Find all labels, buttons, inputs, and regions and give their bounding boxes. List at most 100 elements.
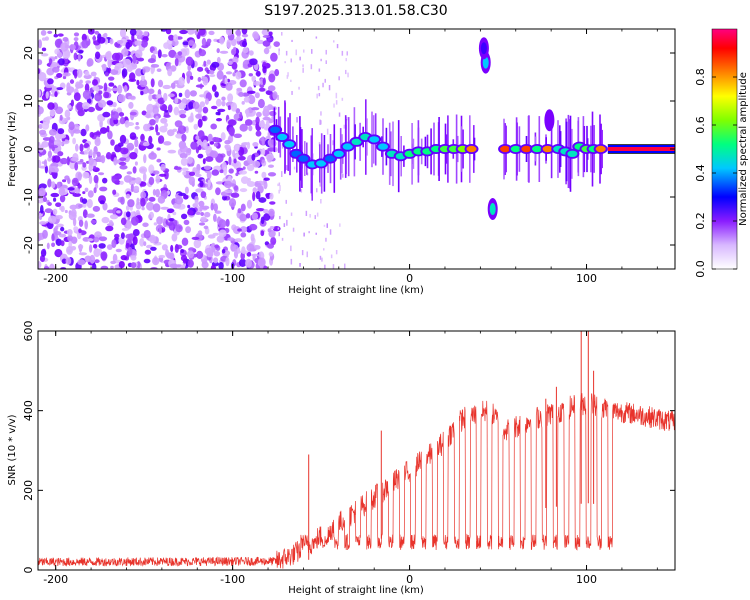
noise-blob [60, 205, 65, 213]
noise-blob [39, 221, 47, 225]
noise-streak [319, 182, 321, 187]
noise-blob [238, 258, 247, 267]
noise-blob [179, 144, 188, 153]
noise-blob [160, 163, 166, 171]
noise-blob [255, 208, 265, 212]
noise-blob [216, 118, 222, 122]
noise-blob [195, 113, 203, 119]
noise-blob [219, 50, 229, 54]
noise-blob [139, 181, 147, 187]
y-tick-label: 600 [22, 321, 35, 342]
noise-blob [58, 58, 65, 66]
noise-blob [263, 105, 270, 114]
noise-blob [134, 138, 139, 148]
noise-blob [235, 71, 242, 80]
noise-blob [209, 74, 216, 78]
noise-blob [198, 49, 207, 57]
x-tick-label: -100 [220, 272, 245, 285]
snr-background [38, 331, 675, 570]
noise-blob [213, 213, 217, 222]
noise-blob [164, 122, 169, 128]
noise-blob [206, 59, 211, 65]
noise-blob [229, 127, 235, 137]
noise-streak [318, 142, 321, 147]
noise-blob [232, 72, 236, 77]
noise-blob [43, 159, 48, 168]
noise-blob [152, 170, 160, 175]
noise-blob [125, 205, 130, 211]
noise-blob [218, 262, 224, 269]
noise-blob [78, 244, 84, 250]
noise-blob [196, 250, 204, 259]
noise-streak [292, 227, 295, 232]
noise-blob [114, 233, 120, 239]
noise-blob [46, 242, 50, 250]
noise-streak [319, 255, 322, 260]
noise-blob [239, 213, 248, 222]
noise-blob [216, 56, 221, 64]
noise-blob [126, 220, 132, 230]
noise-blob [125, 193, 131, 199]
noise-blob [265, 193, 271, 200]
noise-blob [69, 79, 75, 84]
noise-blob [268, 139, 277, 148]
noise-blob [225, 82, 233, 91]
noise-streak [346, 117, 348, 121]
noise-blob [187, 156, 193, 164]
noise-streak [296, 117, 298, 123]
noise-blob [215, 137, 220, 143]
noise-blob [56, 249, 62, 256]
noise-streak [299, 263, 301, 267]
noise-blob [117, 84, 123, 94]
noise-blob [38, 39, 42, 49]
noise-streak [328, 85, 331, 91]
noise-blob [200, 216, 207, 222]
noise-blob [52, 66, 60, 73]
noise-blob [169, 263, 178, 269]
noise-blob [202, 139, 208, 149]
noise-blob [123, 58, 132, 68]
noise-blob [254, 182, 262, 188]
noise-blob [183, 194, 189, 200]
noise-blob [215, 187, 221, 196]
noise-blob [238, 92, 245, 97]
track-point [333, 150, 344, 157]
noise-blob [95, 95, 100, 100]
track-point [378, 143, 388, 150]
noise-streak [279, 216, 281, 220]
spectrogram-y-axis-label: Frequency (Hz) [7, 111, 18, 187]
noise-streak [302, 67, 304, 73]
noise-blob [120, 255, 128, 261]
x-tick-label: -100 [220, 573, 245, 586]
noise-blob [51, 242, 56, 248]
noise-blob [106, 244, 113, 251]
noise-blob [78, 50, 84, 54]
noise-blob [101, 216, 110, 224]
noise-blob [193, 239, 202, 249]
noise-blob [228, 119, 237, 126]
noise-blob [172, 211, 177, 216]
noise-blob [82, 90, 92, 100]
noise-blob [197, 153, 204, 159]
noise-blob [118, 161, 127, 166]
noise-blob [79, 143, 84, 152]
noise-blob [64, 175, 70, 180]
noise-blob [224, 77, 228, 85]
noise-blob [200, 212, 204, 216]
noise-blob [73, 37, 79, 42]
noise-blob [141, 206, 145, 211]
noise-blob [38, 187, 46, 197]
track-point [521, 145, 532, 153]
noise-blob [118, 112, 125, 117]
noise-blob [161, 104, 168, 112]
noise-blob [242, 166, 246, 170]
noise-blob [251, 107, 260, 111]
noise-blob [232, 226, 241, 235]
noise-blob [57, 128, 65, 135]
noise-blob [42, 196, 48, 202]
noise-blob [87, 190, 94, 198]
noise-blob [123, 175, 133, 183]
noise-blob [234, 144, 240, 152]
noise-blob [195, 84, 205, 88]
noise-blob [127, 199, 135, 208]
